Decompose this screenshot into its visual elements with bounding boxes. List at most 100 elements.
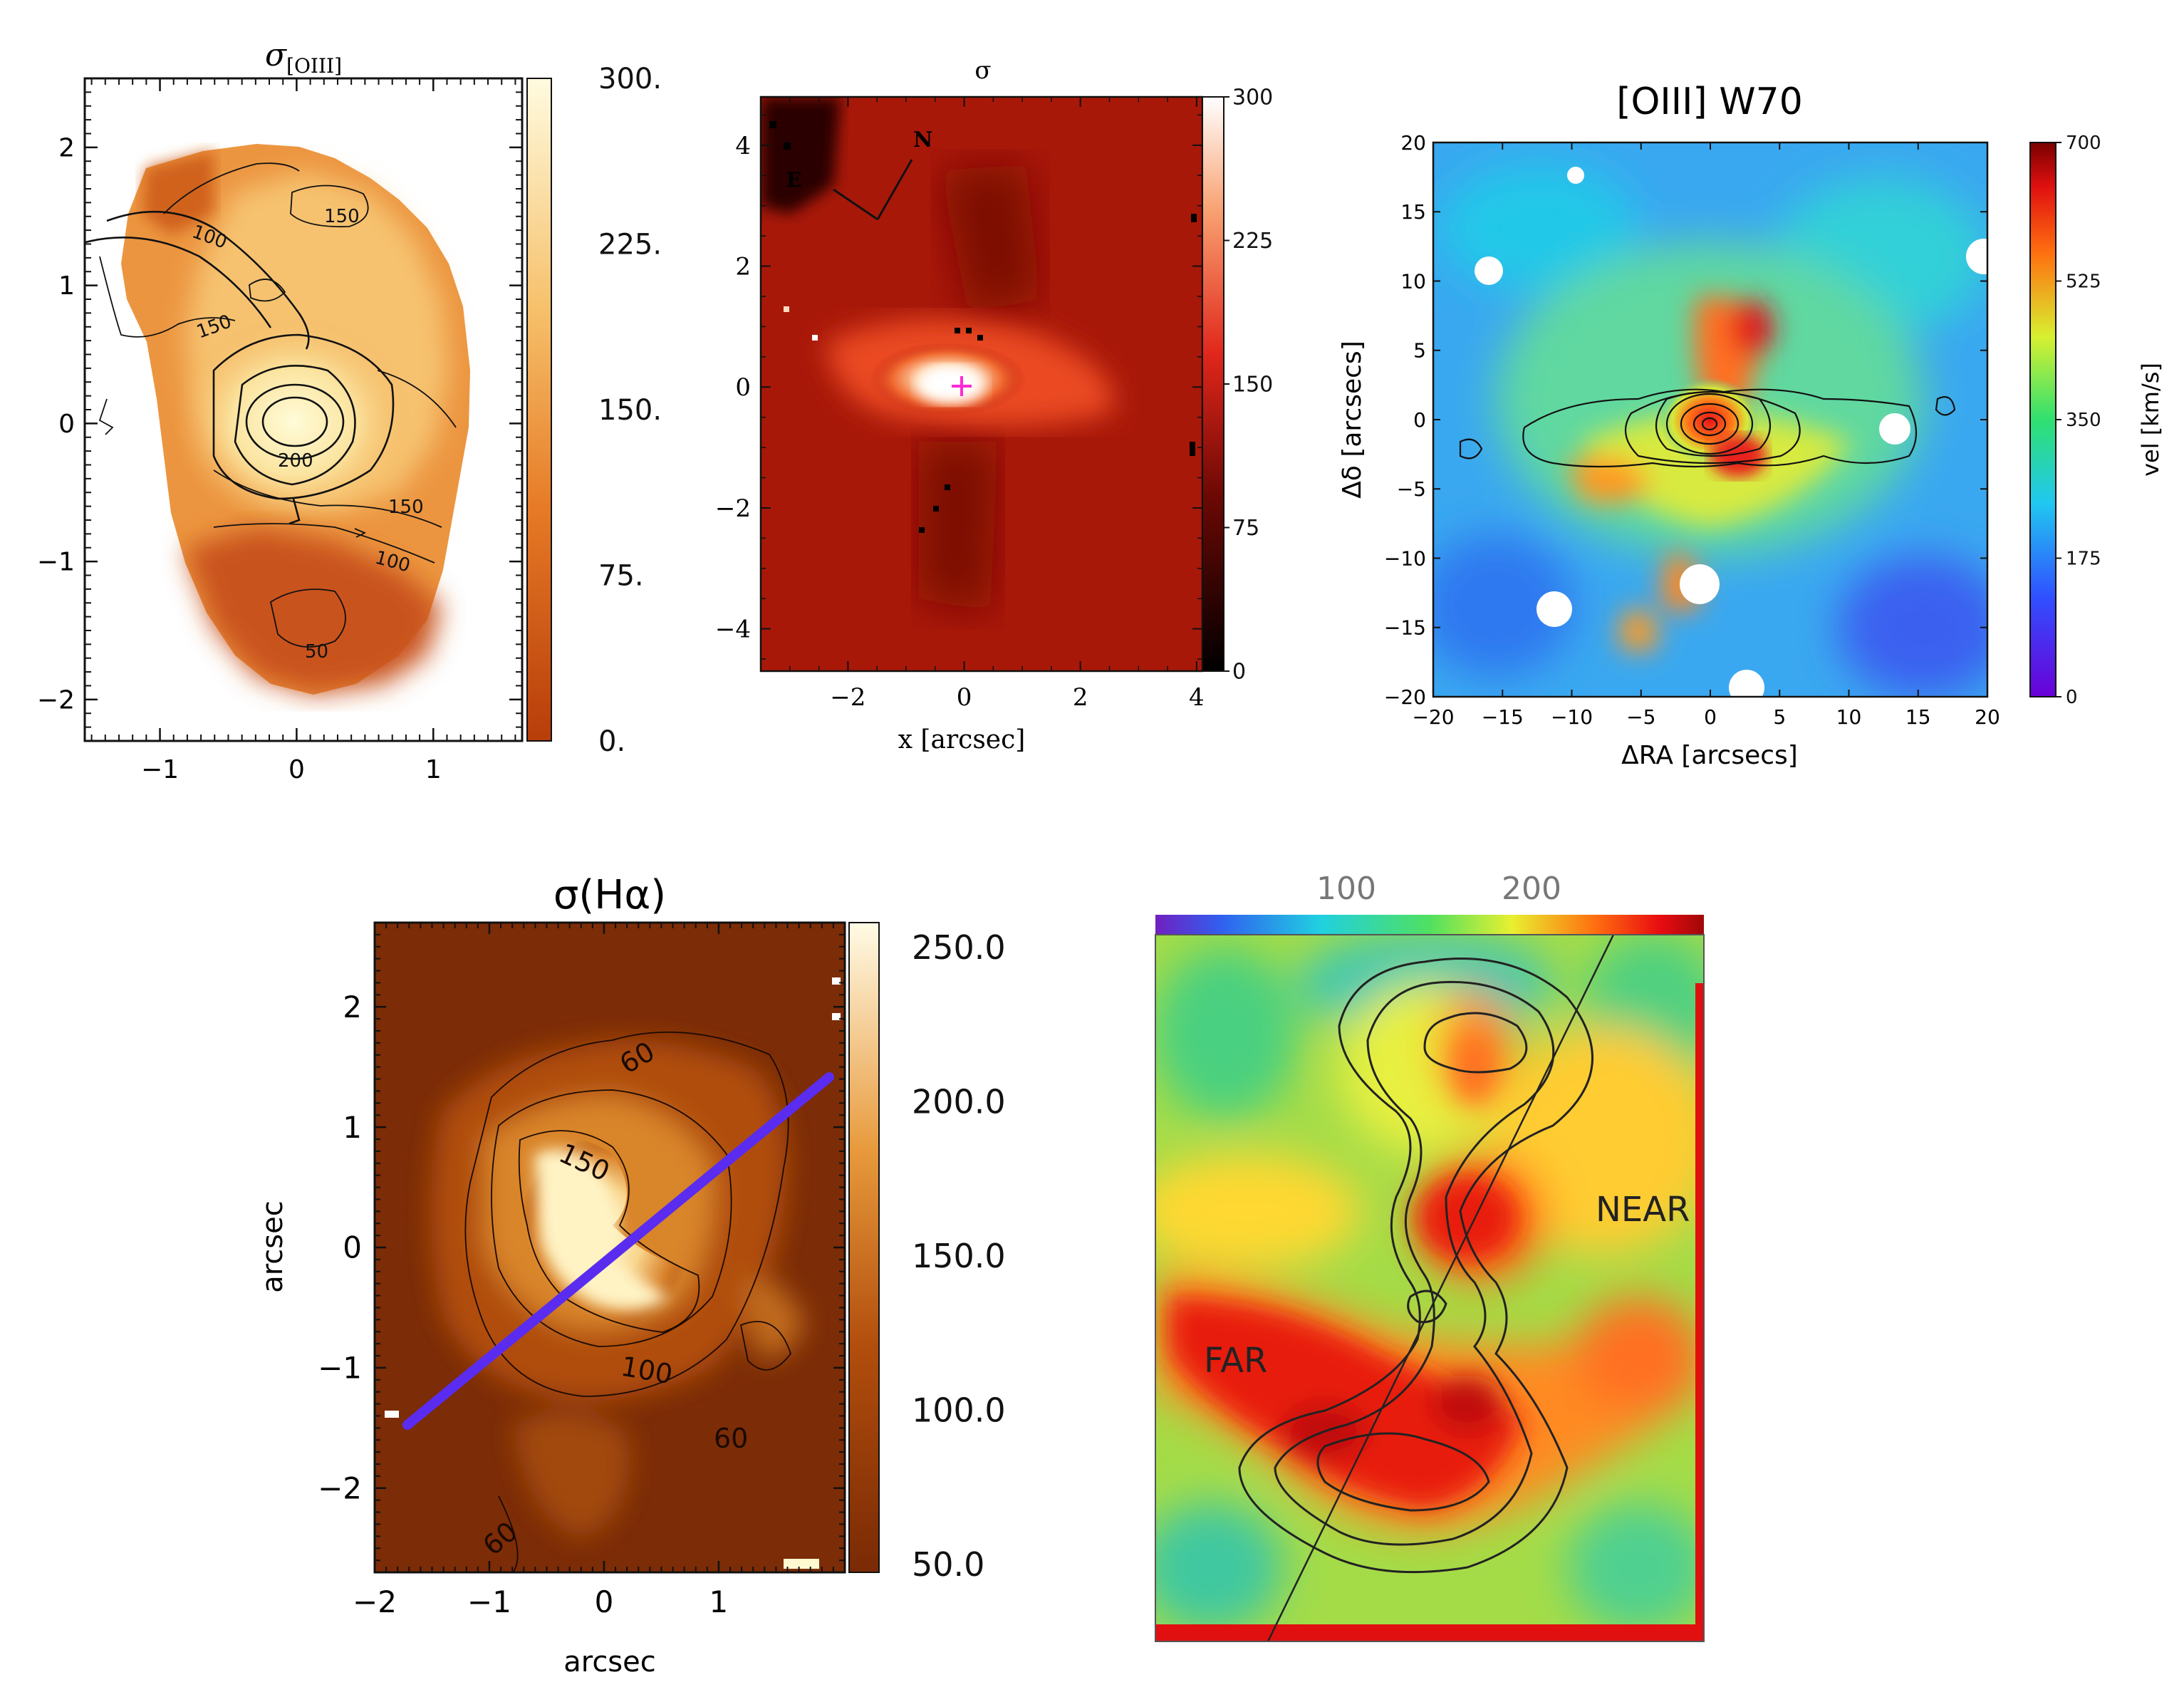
y-tick-label: 0 — [1413, 408, 1426, 432]
contour-label: 200 — [278, 450, 313, 472]
x-tick-label: −2 — [353, 1584, 397, 1619]
slit-line — [402, 1072, 834, 1430]
colorbar-tick-label: 200.0 — [912, 1083, 1006, 1121]
panel-1-colorbar — [526, 78, 552, 742]
panel-3: [OIII] W70 — [1338, 81, 2164, 770]
slit-line — [1267, 935, 1615, 1641]
colorbar-tick-label: 175 — [2066, 549, 2101, 570]
panel-4-title: σ(Hα) — [553, 872, 666, 918]
y-tick-label: 4 — [735, 132, 751, 160]
y-tick-label: 0 — [58, 410, 75, 439]
x-tick-label: 0 — [957, 683, 972, 712]
panel-4-ylabel: arcsec — [256, 1200, 289, 1293]
y-tick-label: −2 — [37, 685, 75, 715]
x-tick-label: −10 — [1551, 705, 1593, 729]
colorbar-tick-label: 225. — [598, 229, 662, 261]
far-label: FAR — [1204, 1341, 1267, 1381]
colorbar-tick-label: 50.0 — [912, 1545, 984, 1584]
colorbar-tick-label: 525 — [2066, 271, 2101, 293]
x-tick-label: 1 — [709, 1584, 729, 1619]
contour-label: 50 — [305, 641, 328, 663]
colorbar-tick-label: 150 — [1232, 373, 1273, 398]
y-tick-label: −4 — [715, 616, 751, 644]
panel-1-map: 150 100 150 200 150 100 50 — [85, 144, 470, 695]
panel-5-map — [1155, 935, 1704, 1641]
x-tick-label: 0 — [1704, 705, 1717, 729]
x-tick-label: 1 — [425, 755, 442, 784]
panel-1-title: σ[OIII] — [265, 37, 342, 78]
panel-4-axis-ticks: −2 −1 0 1 −2 −1 0 1 2 — [318, 923, 845, 1619]
colorbar-tick-label: 200 — [1502, 871, 1561, 907]
y-tick-label: −10 — [1384, 546, 1426, 570]
panel-3-colorbar — [2029, 142, 2056, 697]
x-tick-label: 20 — [1975, 705, 2000, 729]
contour-label: 60 — [714, 1423, 748, 1454]
panel-2-xlabel: x [arcsec] — [898, 725, 1026, 754]
panel-1-axis-ticks: −1 0 1 −2 −1 0 1 2 — [37, 78, 522, 784]
panel-3-colorbar-label: vel [km/s] — [2137, 363, 2164, 477]
colorbar-tick-label: 150. — [598, 394, 662, 427]
colorbar-tick-label: 0 — [1232, 660, 1246, 685]
panel-1: σ[OIII] — [37, 37, 662, 784]
panel-2-title: σ — [974, 56, 991, 85]
y-tick-label: 0 — [735, 373, 751, 402]
panel-1-colorbar-ticks: 0. 75. 150. 225. 300. — [598, 63, 662, 758]
colorbar-tick-label: 250.0 — [912, 928, 1006, 967]
y-tick-label: 0 — [343, 1230, 362, 1265]
x-tick-label: −15 — [1482, 705, 1524, 729]
panel-2-colorbar — [1202, 96, 1224, 672]
colorbar-tick-label: 350 — [2066, 410, 2101, 431]
panel-3-map — [1433, 142, 1987, 697]
y-tick-label: −1 — [318, 1351, 362, 1386]
y-tick-label: 10 — [1400, 269, 1426, 293]
x-tick-label: −1 — [141, 755, 179, 784]
panel-2: σ N E — [715, 56, 1273, 754]
colorbar-tick-label: 75 — [1232, 516, 1259, 541]
y-tick-label: −2 — [318, 1470, 362, 1505]
x-tick-label: 4 — [1189, 683, 1205, 712]
x-tick-label: −1 — [467, 1584, 511, 1619]
y-tick-label: −20 — [1384, 685, 1426, 709]
colorbar-tick-label: 300 — [1232, 85, 1273, 110]
x-tick-label: 5 — [1773, 705, 1786, 729]
x-tick-label: 0 — [595, 1584, 614, 1619]
colorbar-tick-label: 150.0 — [912, 1237, 1006, 1275]
y-tick-label: −5 — [1397, 477, 1426, 501]
y-tick-label: 20 — [1400, 131, 1426, 155]
panel-4-xlabel: arcsec — [563, 1646, 656, 1678]
panel-3-colorbar-ticks: 0 175 350 525 700 — [2056, 133, 2101, 708]
panel-5-frame — [1155, 934, 1705, 1642]
y-tick-label: −1 — [37, 548, 75, 577]
panel-5: 100 200 — [1155, 871, 1705, 1642]
panel-4-colorbar — [848, 922, 880, 1573]
y-tick-label: 1 — [343, 1110, 362, 1145]
y-tick-label: 5 — [1413, 339, 1426, 363]
y-tick-label: −15 — [1384, 616, 1426, 640]
near-label: NEAR — [1596, 1190, 1690, 1230]
panel-3-xlabel: ΔRA [arcsecs] — [1621, 741, 1798, 770]
y-tick-label: 2 — [343, 990, 362, 1024]
y-tick-label: 15 — [1400, 200, 1426, 224]
panel-3-ylabel: Δδ [arcsecs] — [1338, 341, 1367, 499]
panel-5-colorbar-ticks: 100 200 — [1316, 871, 1561, 907]
y-tick-label: −2 — [715, 494, 751, 523]
panel-5-colorbar — [1155, 915, 1704, 935]
x-tick-label: −5 — [1626, 705, 1655, 729]
x-tick-label: 2 — [1073, 683, 1088, 712]
y-tick-label: 1 — [58, 271, 75, 301]
y-tick-label: 2 — [735, 252, 751, 281]
x-tick-label: −2 — [830, 683, 865, 712]
panel-2-colorbar-ticks: 0 75 150 225 300 — [1224, 85, 1273, 685]
colorbar-tick-label: 225 — [1232, 229, 1273, 254]
panel-3-title: [OIII] W70 — [1616, 81, 1803, 123]
panel-4-map: 60 150 100 60 60 — [375, 923, 845, 1572]
compass-east-label: E — [786, 168, 801, 192]
x-tick-label: 15 — [1905, 705, 1931, 729]
compass-icon — [833, 159, 913, 221]
colorbar-tick-label: 300. — [598, 63, 662, 95]
colorbar-tick-label: 700 — [2066, 133, 2101, 154]
colorbar-tick-label: 0 — [2066, 687, 2078, 708]
y-tick-label: 2 — [58, 133, 75, 162]
colorbar-tick-label: 100.0 — [912, 1391, 1006, 1430]
